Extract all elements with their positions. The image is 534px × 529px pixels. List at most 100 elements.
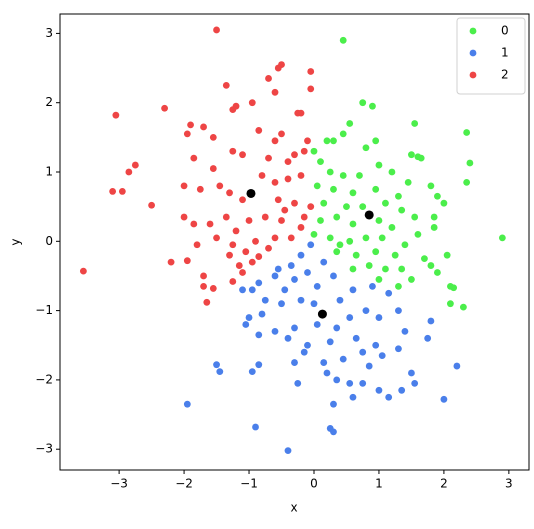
point bbox=[330, 272, 337, 280]
point bbox=[349, 189, 357, 197]
point bbox=[369, 102, 376, 110]
legend-label: 1 bbox=[501, 46, 509, 60]
point bbox=[200, 282, 207, 290]
point bbox=[248, 99, 256, 107]
point bbox=[346, 379, 354, 387]
point bbox=[148, 201, 155, 209]
point bbox=[190, 154, 198, 162]
point bbox=[378, 352, 386, 360]
point bbox=[408, 151, 415, 159]
point bbox=[213, 26, 220, 34]
point bbox=[365, 362, 373, 370]
point bbox=[167, 258, 175, 266]
point bbox=[326, 234, 334, 242]
point bbox=[320, 199, 328, 207]
point bbox=[200, 272, 207, 280]
point bbox=[391, 251, 399, 259]
point bbox=[112, 111, 120, 119]
point bbox=[323, 137, 331, 145]
point bbox=[278, 130, 285, 138]
point bbox=[375, 217, 383, 224]
point bbox=[372, 137, 380, 145]
point bbox=[310, 230, 318, 238]
point bbox=[287, 234, 295, 242]
point bbox=[216, 182, 224, 190]
point bbox=[463, 179, 471, 186]
point bbox=[226, 189, 233, 197]
point bbox=[388, 168, 396, 176]
point bbox=[307, 241, 315, 249]
point bbox=[398, 206, 406, 214]
point bbox=[261, 213, 269, 221]
x-tick-label: −2 bbox=[175, 477, 193, 491]
point bbox=[265, 244, 272, 252]
point bbox=[427, 262, 435, 269]
point bbox=[229, 106, 237, 114]
point bbox=[284, 158, 292, 166]
y-tick-label: 0 bbox=[45, 234, 53, 248]
point bbox=[317, 217, 324, 224]
point bbox=[408, 369, 415, 377]
point bbox=[385, 393, 393, 401]
point bbox=[427, 182, 435, 190]
y-axis-label: y bbox=[9, 238, 23, 245]
point bbox=[180, 182, 188, 190]
y-tick-label: 1 bbox=[45, 165, 53, 179]
point bbox=[382, 199, 389, 207]
point bbox=[459, 303, 467, 311]
point bbox=[375, 314, 383, 321]
point bbox=[372, 185, 380, 193]
point bbox=[229, 147, 237, 155]
point bbox=[310, 147, 318, 155]
point bbox=[235, 262, 243, 269]
point bbox=[375, 276, 383, 283]
y-tick-label: 2 bbox=[45, 95, 53, 109]
point bbox=[356, 172, 363, 179]
point bbox=[193, 241, 201, 249]
y-tick-label: 3 bbox=[45, 26, 53, 40]
point bbox=[398, 265, 406, 273]
point bbox=[261, 296, 269, 304]
legend-marker bbox=[469, 27, 477, 35]
point bbox=[297, 296, 305, 304]
point bbox=[304, 341, 311, 349]
point bbox=[255, 127, 263, 134]
legend-box bbox=[456, 17, 526, 95]
point bbox=[252, 237, 259, 245]
point bbox=[333, 213, 341, 221]
point bbox=[330, 185, 337, 193]
point bbox=[375, 386, 383, 394]
point bbox=[248, 286, 256, 294]
point bbox=[284, 334, 292, 342]
point bbox=[343, 203, 350, 211]
legend-label: 2 bbox=[501, 68, 509, 82]
point bbox=[161, 104, 168, 112]
point bbox=[440, 395, 448, 403]
point bbox=[209, 285, 217, 292]
point bbox=[271, 327, 279, 335]
point bbox=[310, 300, 318, 308]
point bbox=[294, 379, 302, 387]
point bbox=[395, 307, 402, 315]
point bbox=[339, 355, 347, 363]
point bbox=[401, 327, 409, 335]
y-tick-label: −1 bbox=[35, 303, 53, 317]
point bbox=[213, 234, 220, 242]
point bbox=[375, 161, 383, 169]
point bbox=[372, 248, 380, 256]
point bbox=[297, 224, 305, 231]
point bbox=[291, 276, 298, 283]
point bbox=[242, 248, 250, 256]
point bbox=[304, 269, 311, 276]
point bbox=[190, 220, 198, 228]
point bbox=[271, 272, 279, 280]
point bbox=[440, 199, 448, 207]
point bbox=[274, 64, 282, 72]
point bbox=[281, 206, 289, 214]
legend-marker bbox=[469, 49, 477, 57]
point bbox=[414, 230, 422, 238]
point bbox=[278, 217, 285, 224]
point bbox=[265, 154, 272, 162]
point bbox=[330, 428, 337, 436]
point bbox=[271, 88, 279, 96]
